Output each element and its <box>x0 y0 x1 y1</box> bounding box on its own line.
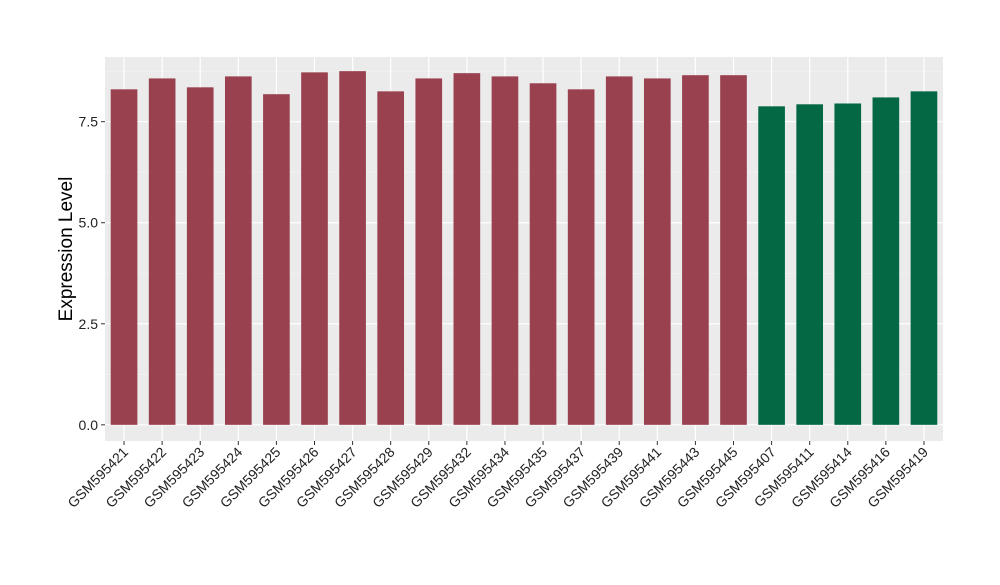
bar <box>643 78 671 425</box>
y-tick-label: 5.0 <box>79 215 99 231</box>
bar <box>529 83 557 425</box>
bar <box>720 75 747 425</box>
bar <box>224 76 252 425</box>
bar <box>796 104 824 425</box>
y-tick-label: 7.5 <box>79 114 99 130</box>
bar <box>758 106 785 425</box>
bar <box>377 91 405 425</box>
bars <box>110 71 938 425</box>
y-tick-label: 0.0 <box>79 417 99 433</box>
bar <box>148 78 176 425</box>
bar <box>415 78 443 425</box>
bar <box>339 71 366 425</box>
bar <box>872 97 900 425</box>
bar <box>605 76 633 425</box>
bar <box>186 87 214 425</box>
bar <box>491 76 519 425</box>
bar <box>301 72 328 425</box>
bar <box>910 91 938 425</box>
bar <box>263 94 290 425</box>
bar <box>110 89 138 425</box>
x-axis: GSM595421GSM595422GSM595423GSM595424GSM5… <box>64 441 931 511</box>
bar <box>567 89 595 425</box>
bar <box>682 75 709 425</box>
y-tick-label: 2.5 <box>79 316 99 332</box>
bar <box>834 103 862 425</box>
bar <box>453 73 481 425</box>
y-axis-label: Expression Level <box>56 177 77 322</box>
y-axis: 0.0 2.5 5.0 7.5 <box>79 114 105 433</box>
